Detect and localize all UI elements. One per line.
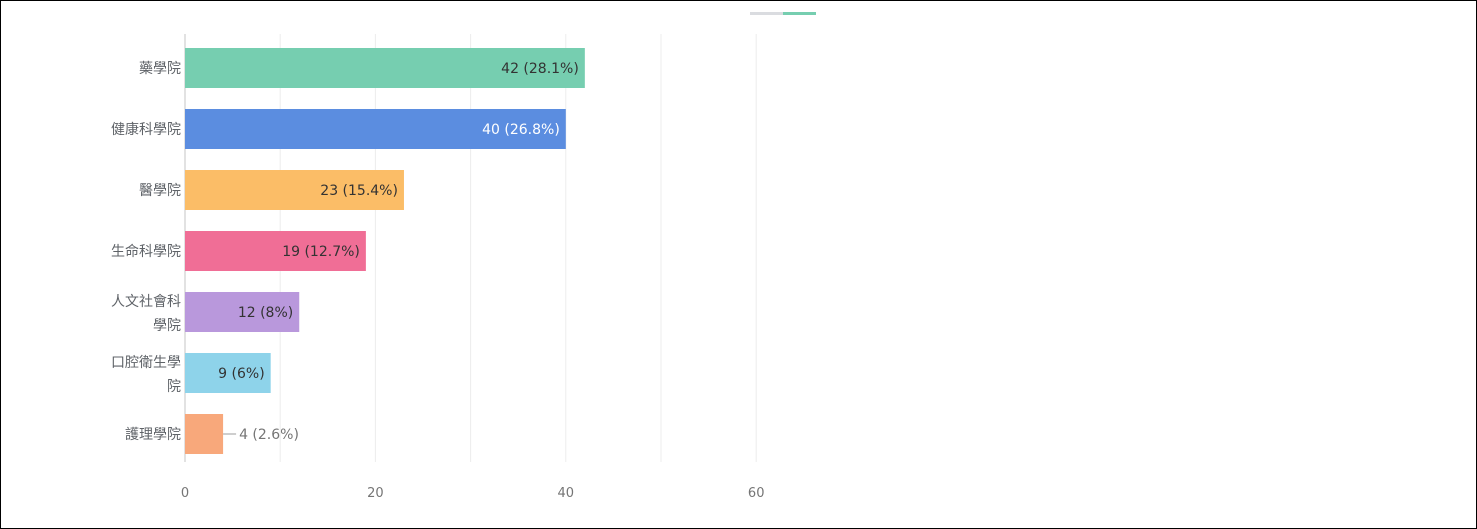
bar-6 [185,414,224,454]
data-label: 42 (28.1%) [501,61,579,77]
data-label: 4 (2.6%) [239,427,299,443]
category-label: 健康科學院 [111,121,181,138]
category-label: 學院 [153,318,181,334]
x-tick-label: 40 [558,486,575,501]
bar-2 [185,170,404,210]
bar-4 [185,292,300,332]
category-label: 生命科學院 [111,243,181,260]
data-label: 40 (26.8%) [482,122,560,138]
category-label: 護理學院 [125,427,181,443]
legend [750,12,816,15]
bar-0 [185,48,585,88]
x-tick-labels: 0 20 40 60 [181,486,765,501]
data-labels: 42 (28.1%) 40 (26.8%) 23 (15.4%) 19 (12.7%)… [218,61,579,443]
data-label: 12 (8%) [238,305,293,321]
data-label: 19 (12.7%) [282,244,360,260]
legend-swatch-0 [750,12,783,15]
category-label: 口腔衛生學 [111,355,181,371]
category-label: 藥學院 [139,61,181,77]
x-tick-label: 20 [367,486,384,501]
bars [185,48,585,454]
legend-swatch-1 [783,12,816,15]
category-label: 院 [167,379,181,395]
bar-5 [185,353,271,393]
category-label: 醫學院 [139,183,181,199]
x-tick-label: 0 [181,486,189,501]
data-label: 23 (15.4%) [320,183,398,199]
bar-1 [185,109,566,149]
x-tick-label: 60 [748,486,765,501]
bar-3 [185,231,366,271]
category-label: 人文社會科 [111,294,181,310]
data-label: 9 (6%) [218,366,265,382]
